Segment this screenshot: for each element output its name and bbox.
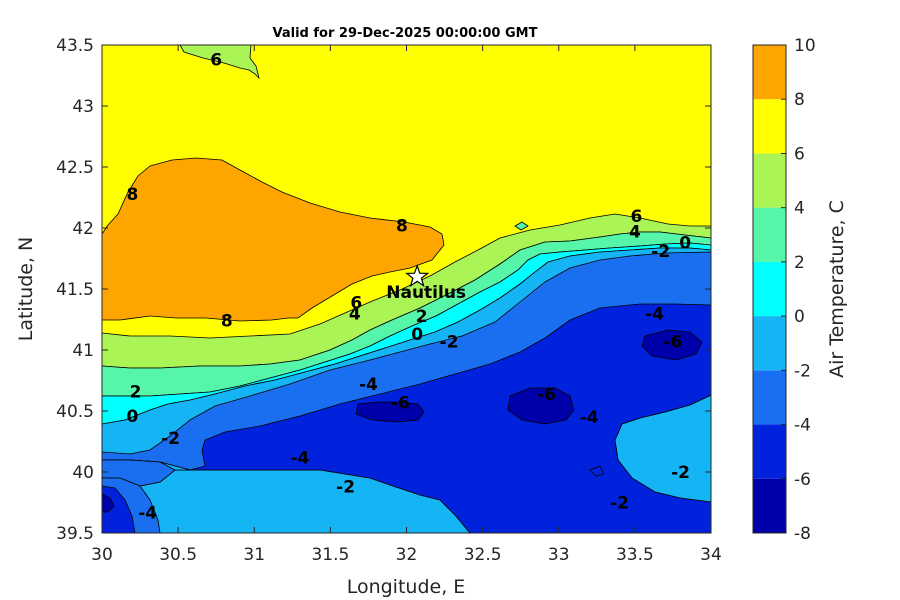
band-neg8-neg6-b (507, 387, 575, 425)
band-8-10 (102, 157, 445, 322)
x-tick-label: 31.5 (311, 545, 349, 565)
x-axis: 30 30.5 31 31.5 32 32.5 33 33.5 34 (91, 45, 722, 565)
colorbar-tick-label: 6 (794, 144, 805, 164)
station-star-icon (405, 264, 430, 288)
y-tick-label: 41.5 (56, 280, 94, 300)
band-4-6-top (179, 45, 260, 80)
colorbar-tick-label: 0 (794, 307, 805, 327)
contour-label: 8 (127, 185, 139, 205)
contour-label: 6 (210, 51, 222, 71)
colorbar-tick-label: -6 (794, 470, 811, 490)
colorbar-title: Air Temperature, C (826, 200, 848, 378)
y-tick-label: 39.5 (56, 524, 94, 544)
colorbar: -8 -6 -4 -2 0 2 4 6 8 10 (752, 36, 816, 544)
band-neg8-neg6-a (355, 401, 425, 423)
contour-label: 6 (350, 293, 362, 313)
contour-label: -2 (610, 494, 629, 514)
contour-label: 8 (221, 312, 233, 332)
colorbar-tick-label: -8 (794, 524, 811, 544)
contour-field (102, 45, 711, 533)
colorbar-tick-label: -2 (794, 361, 811, 381)
x-axis-title: Longitude, E (347, 576, 466, 598)
contour-label: 4 (629, 223, 641, 243)
colorbar-segment (753, 207, 786, 262)
contour-label: -6 (537, 385, 556, 405)
contour-label: -2 (161, 429, 180, 449)
x-tick-label: 32.5 (464, 545, 502, 565)
contour-label: -6 (391, 393, 410, 413)
y-tick-label: 41 (72, 341, 94, 361)
colorbar-tick-label: 8 (794, 90, 805, 110)
x-tick-label: 30 (91, 545, 113, 565)
x-tick-label: 31 (243, 545, 265, 565)
y-axis-title: Latitude, N (15, 237, 37, 342)
contour-label: -4 (580, 408, 599, 428)
contour-label: 0 (411, 325, 423, 345)
colorbar-segment (753, 45, 786, 100)
x-tick-label: 33.5 (616, 545, 654, 565)
contour-label: 2 (130, 382, 142, 402)
contour-label: -4 (290, 448, 309, 468)
x-tick-label: 30.5 (159, 545, 197, 565)
contour-label: -4 (138, 503, 157, 523)
x-tick-label: 32 (396, 545, 418, 565)
contour-label: 2 (416, 307, 428, 327)
x-tick-label: 34 (700, 545, 722, 565)
colorbar-tick-label: 2 (794, 253, 805, 273)
colorbar-segment (753, 424, 786, 479)
contour-label: -2 (336, 478, 355, 498)
y-tick-label: 40.5 (56, 402, 94, 422)
band-neg8-neg6-sw (102, 493, 115, 513)
band-neg8-neg6-c (641, 329, 703, 361)
colorbar-segment (753, 99, 786, 154)
x-tick-label: 33 (548, 545, 570, 565)
colorbar-tick-label: 4 (794, 199, 805, 219)
contour-label: 4 (349, 304, 361, 324)
colorbar-frame (752, 44, 787, 534)
colorbar-segment (753, 261, 786, 317)
chart-title: Valid for 29-Dec-2025 00:00:00 GMT (273, 26, 538, 41)
band-neg2-0-small (514, 221, 529, 231)
y-tick-label: 42 (72, 219, 94, 239)
colorbar-segment (753, 316, 786, 371)
colorbar-segment (753, 153, 786, 208)
band-neg6-neg4-se (589, 465, 605, 477)
y-tick-label: 42.5 (56, 158, 94, 178)
contour-label: -2 (440, 332, 459, 352)
y-tick-label: 43.5 (56, 36, 94, 56)
colorbar-tick-label: -4 (794, 416, 811, 436)
contour-label: -4 (645, 304, 664, 324)
y-tick-label: 43 (72, 97, 94, 117)
colorbar-tick-label: 10 (794, 36, 816, 56)
colorbar-segment (753, 370, 786, 425)
contour-label: -4 (359, 375, 378, 395)
contour-label: 8 (396, 217, 408, 237)
station-label: Nautilus (386, 283, 466, 303)
contour-label: -6 (663, 332, 682, 352)
y-tick-label: 40 (72, 463, 94, 483)
colorbar-segment (753, 478, 786, 533)
contour-label: 0 (127, 407, 139, 427)
contour-label: 6 (630, 207, 642, 227)
station-marker: Nautilus (386, 264, 466, 303)
contour-label: -2 (651, 242, 670, 262)
contour-label: 0 (679, 234, 691, 254)
contour-label: -2 (671, 463, 690, 483)
